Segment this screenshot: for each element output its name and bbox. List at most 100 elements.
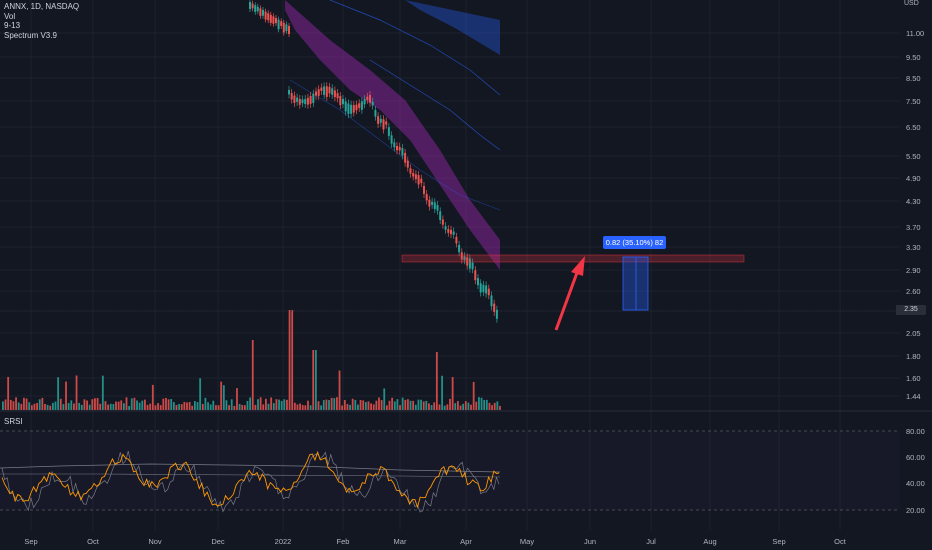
legend-symbol[interactable]: ANNX, 1D, NASDAQ xyxy=(4,2,80,11)
candle-body xyxy=(317,89,320,96)
srsi-legend[interactable]: SRSI xyxy=(4,417,23,426)
price-tick-label: 3.70 xyxy=(906,223,921,232)
measure-label: 0.82 (35.10%) 82 xyxy=(603,236,666,249)
volume-bar xyxy=(304,405,307,410)
volume-bar xyxy=(59,398,62,410)
volume-bar xyxy=(454,403,457,410)
volume-bar xyxy=(430,405,433,410)
candle-body xyxy=(309,96,312,104)
candle-body xyxy=(450,229,452,235)
volume-bar xyxy=(101,375,104,410)
volume-bar xyxy=(259,397,262,410)
candle-body xyxy=(272,16,275,24)
candle-body xyxy=(396,145,398,151)
volume-bar xyxy=(480,397,483,410)
volume-bar xyxy=(359,399,362,410)
currency-label[interactable]: USD xyxy=(904,0,919,7)
volume-bar xyxy=(83,399,86,410)
volume-bar xyxy=(412,400,415,410)
volume-bar xyxy=(370,403,372,410)
candle-body xyxy=(458,244,461,253)
volume-bar xyxy=(159,405,162,410)
volume-bar xyxy=(225,400,228,410)
candle-body xyxy=(409,168,412,174)
volume-bar xyxy=(428,403,430,410)
volume-bar xyxy=(257,399,259,410)
price-tick-label: 2.90 xyxy=(906,266,921,275)
candle-body xyxy=(423,185,425,194)
time-tick-label: Nov xyxy=(148,537,162,546)
red-arrow-icon[interactable] xyxy=(554,256,585,331)
candle-body xyxy=(374,110,377,117)
chart-legend: ANNX, 1D, NASDAQ Vol 9-13 Spectrum V3.9 xyxy=(4,2,79,40)
candle-body xyxy=(401,148,404,156)
candle-body xyxy=(352,105,355,113)
volume-bar xyxy=(367,401,370,410)
volume-bar xyxy=(343,400,346,410)
time-axis: Sep Oct Nov Dec 2022 Feb Mar Apr May Jun Jul Aug Sep… xyxy=(24,537,846,546)
measure-range-rect[interactable] xyxy=(622,256,649,311)
support-zone-rect[interactable] xyxy=(401,254,745,263)
volume-bar xyxy=(470,404,472,410)
legend-ema[interactable]: 9-13 xyxy=(4,21,21,30)
candle-body xyxy=(267,13,270,21)
volume-bar xyxy=(483,399,486,410)
candle-body xyxy=(495,309,498,319)
volume-bar xyxy=(320,405,323,410)
candle-body xyxy=(382,119,385,130)
volume-bar xyxy=(409,400,412,410)
candle-body xyxy=(431,201,434,205)
volume-bar xyxy=(472,381,475,410)
volume-bar xyxy=(265,398,267,410)
candle-body xyxy=(477,278,479,286)
osc-tick-label: 40.00 xyxy=(906,479,925,488)
candle-body xyxy=(290,92,293,100)
candle-body xyxy=(256,6,259,12)
volume-bar xyxy=(336,397,338,410)
volume-bar xyxy=(351,398,354,410)
candle-body xyxy=(288,90,290,95)
volume-bar xyxy=(372,404,375,410)
volume-bar xyxy=(125,397,128,410)
price-tick-label: 2.60 xyxy=(906,287,921,296)
volume-bar xyxy=(28,402,31,410)
osc-tick-label: 60.00 xyxy=(906,453,925,462)
osc-baseline-2 xyxy=(0,473,501,478)
volume-bar xyxy=(491,405,493,410)
candle-body xyxy=(280,21,283,26)
candle-body xyxy=(277,19,280,30)
candle-body xyxy=(441,219,444,225)
candle-body xyxy=(328,86,331,94)
time-tick-label: Mar xyxy=(394,537,407,546)
price-tick-label: 2.05 xyxy=(906,329,921,338)
volume-bar xyxy=(499,405,501,410)
volume-bar xyxy=(88,404,91,410)
legend-volume[interactable]: Vol xyxy=(4,11,16,21)
volume-bar xyxy=(62,404,65,410)
purple-band xyxy=(285,0,500,270)
volume-bar xyxy=(314,350,317,410)
candle-body xyxy=(371,101,374,106)
volume-bar xyxy=(414,404,417,410)
candle-body xyxy=(249,2,251,9)
price-tick-label: 3.30 xyxy=(906,243,921,252)
volume-bar xyxy=(357,404,359,410)
osc-tick-label: 20.00 xyxy=(906,506,925,515)
volume-bar xyxy=(307,400,309,410)
volume-bar xyxy=(7,376,10,410)
volume-bar xyxy=(154,405,157,410)
volume-bar xyxy=(54,401,57,410)
price-tick-label: 5.50 xyxy=(906,152,921,161)
volume-bar xyxy=(441,375,444,410)
volume-bar xyxy=(73,403,75,410)
volume-bar xyxy=(451,377,454,410)
time-tick-label: Dec xyxy=(211,537,225,546)
time-tick-label: Sep xyxy=(772,537,785,546)
ma-line-3 xyxy=(289,79,501,211)
volume-bar xyxy=(293,402,296,410)
volume-bar xyxy=(136,400,138,410)
legend-spectrum[interactable]: Spectrum V3.9 xyxy=(4,30,57,40)
candle-body xyxy=(485,285,488,294)
volume-bar xyxy=(75,375,78,410)
